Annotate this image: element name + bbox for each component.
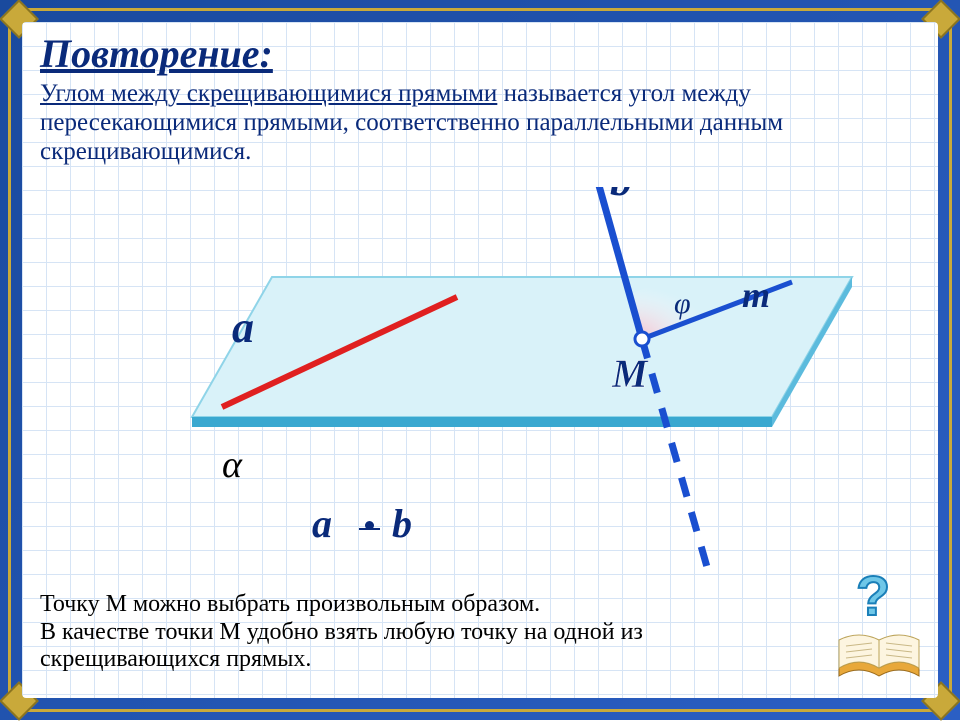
label-phi: φ [674,287,691,320]
skew-dot-icon [365,521,374,530]
content-area: Повторение: Углом между скрещивающимися … [22,22,938,698]
label-m: m [742,275,770,315]
label-M-point: M [611,351,649,396]
definition-text: Углом между скрещивающимися прямыми назы… [40,80,920,166]
footer-text: Точку М можно выбрать произвольным образ… [40,591,818,674]
outer-frame: Повторение: Углом между скрещивающимися … [0,0,960,720]
help-icon[interactable]: ? [848,563,908,638]
label-alpha: α [222,444,243,486]
footer-line: Точку М можно выбрать произвольным образ… [40,591,643,672]
label-a: a [232,303,254,352]
page-title: Повторение: [40,30,273,77]
svg-text:?: ? [856,564,890,627]
skew-label-b: b [392,500,412,547]
skew-label-a: a [312,500,332,547]
label-b: b [610,187,632,205]
plane-front-edge [192,417,772,427]
point-m [635,332,649,346]
diagram-svg: a b m M φ α [72,187,872,577]
definition-underlined: Углом между скрещивающимися прямыми [40,80,497,107]
geometry-diagram: a b m M φ α [72,187,872,567]
book-icon[interactable] [834,628,924,688]
